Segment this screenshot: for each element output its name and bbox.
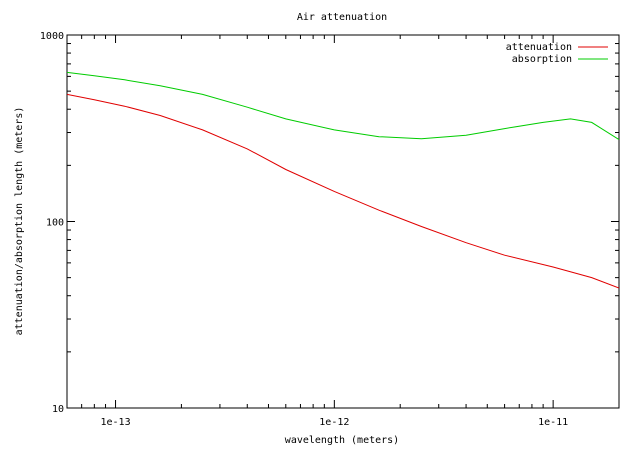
plot-border <box>66 34 620 409</box>
x-tick-label: 1e-13 <box>100 417 130 428</box>
y-axis-ticks: 10 100 1000 <box>40 31 619 415</box>
series-line-attenuation <box>67 93 619 289</box>
y-tick-label: 100 <box>46 218 64 229</box>
y-tick-label: 1000 <box>40 31 64 42</box>
series-lines <box>67 71 619 289</box>
plot-frame <box>66 34 620 409</box>
chart-title: Air attenuation <box>297 12 387 23</box>
x-tick-label: 1e-11 <box>538 417 568 428</box>
x-axis-label: wavelength (meters) <box>285 435 399 446</box>
legend-label-attenuation: attenuation <box>506 42 572 53</box>
x-tick-label: 1e-12 <box>319 417 349 428</box>
y-axis-label: attenuation/absorption length (meters) <box>14 107 25 336</box>
legend-label-absorption: absorption <box>512 54 572 65</box>
y-tick-label: 10 <box>52 404 64 415</box>
x-axis-ticks: 1e-13 1e-12 1e-11 <box>66 35 620 428</box>
series-line-absorption <box>67 71 619 141</box>
